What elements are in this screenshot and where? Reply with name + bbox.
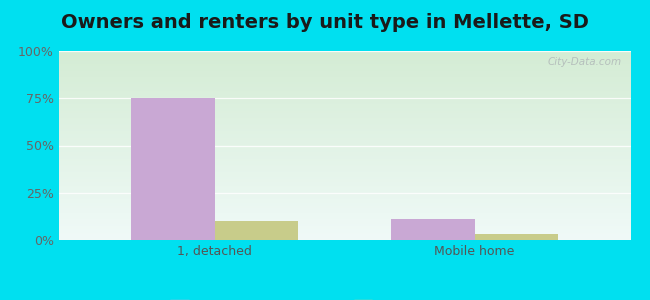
Bar — [474, 234, 558, 240]
Bar — [391, 219, 474, 240]
Bar — [214, 221, 298, 240]
Text: City-Data.com: City-Data.com — [548, 57, 622, 67]
Text: Owners and renters by unit type in Mellette, SD: Owners and renters by unit type in Melle… — [61, 14, 589, 32]
Bar — [131, 98, 214, 240]
